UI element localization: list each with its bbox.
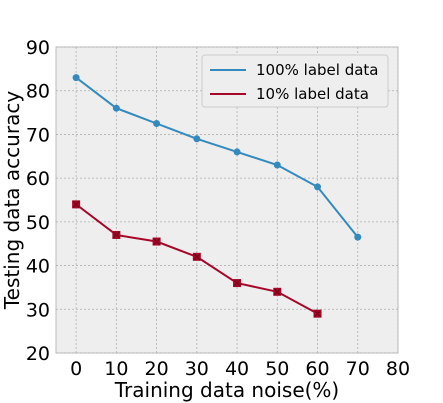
y-tick-label: 40 bbox=[26, 256, 50, 278]
point-cross bbox=[273, 288, 281, 296]
data-point bbox=[313, 309, 322, 318]
x-tick-label: 50 bbox=[265, 358, 289, 380]
legend-label: 100% label data bbox=[256, 61, 378, 79]
data-point bbox=[233, 148, 241, 156]
x-tick-label: 30 bbox=[185, 358, 209, 380]
data-point bbox=[112, 230, 121, 239]
series-2 bbox=[72, 200, 322, 318]
data-point bbox=[314, 183, 322, 191]
y-tick-label: 50 bbox=[26, 212, 50, 234]
data-point bbox=[193, 135, 201, 143]
data-point bbox=[273, 161, 281, 169]
tick-labels: 0 10 20 30 40 50 60 70 80 20 30 40 50 60 70 80 90 bbox=[26, 37, 410, 380]
x-tick-label: 60 bbox=[305, 358, 329, 380]
x-tick-label: 20 bbox=[144, 358, 168, 380]
x-tick-label: 0 bbox=[70, 358, 82, 380]
data-point bbox=[72, 74, 80, 82]
data-point bbox=[192, 252, 201, 261]
point-cross bbox=[153, 238, 161, 245]
data-point bbox=[273, 287, 282, 296]
legend: 100% label data 10% label data bbox=[201, 54, 389, 108]
y-tick-label: 30 bbox=[26, 299, 50, 321]
y-tick-label: 20 bbox=[26, 343, 50, 365]
legend-box bbox=[201, 54, 389, 108]
series-line bbox=[75, 76, 359, 238]
point-cross bbox=[233, 279, 241, 287]
data-point bbox=[72, 200, 81, 209]
y-axis-label: Testing data accuracy bbox=[0, 91, 24, 310]
point-cross bbox=[193, 253, 201, 261]
data-point bbox=[152, 237, 161, 246]
x-tick-label: 80 bbox=[386, 358, 410, 380]
grid-lines bbox=[56, 46, 399, 354]
point-cross bbox=[314, 310, 321, 318]
series-1 bbox=[72, 74, 362, 241]
data-point bbox=[233, 279, 242, 288]
point-cross bbox=[72, 200, 80, 208]
y-tick-label: 80 bbox=[26, 81, 50, 103]
legend-item: 10% label data bbox=[210, 85, 369, 103]
y-tick-label: 70 bbox=[26, 124, 50, 146]
y-tick-label: 60 bbox=[26, 168, 50, 190]
x-axis-label: Training data noise(%) bbox=[114, 378, 339, 402]
x-tick-label: 40 bbox=[225, 358, 249, 380]
point-cross bbox=[112, 231, 120, 239]
series-layer bbox=[72, 74, 362, 318]
legend-item: 100% label data bbox=[210, 61, 378, 79]
y-tick-label: 90 bbox=[26, 37, 50, 59]
data-point bbox=[354, 233, 362, 241]
x-tick-label: 10 bbox=[104, 358, 128, 380]
data-point bbox=[112, 104, 120, 112]
data-point bbox=[153, 120, 161, 127]
x-tick-label: 70 bbox=[346, 358, 370, 380]
legend-label: 10% label data bbox=[256, 85, 369, 103]
